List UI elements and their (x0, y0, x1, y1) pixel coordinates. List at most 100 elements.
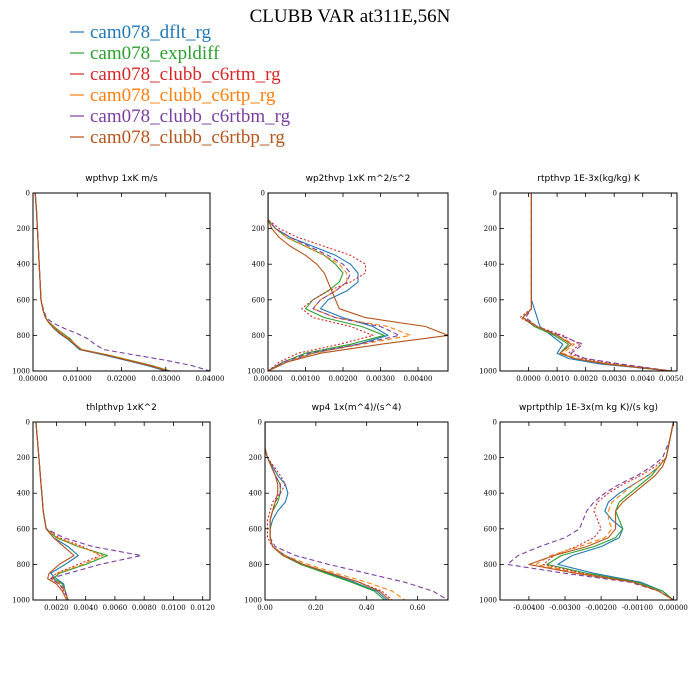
chart-panel: thlpthvp 1xK^2 0 200 400 600 800 1000 0.0020 0.0… (12, 403, 215, 612)
panel-title: wpthvp 1xK m/s (85, 174, 158, 184)
y-tick-label: 0 (258, 419, 262, 427)
x-tick-label: 0.40 (359, 604, 375, 612)
y-tick-label: 1000 (479, 597, 497, 605)
legend-label: cam078_clubb_c6rtm_rg (90, 64, 281, 85)
y-tick-label: 0 (26, 419, 30, 427)
chart-panel: rtpthvp 1E-3x(kg/kg) K 0 200 400 600 800 1000 0… (479, 174, 683, 383)
x-tick-label: 0.20 (308, 604, 324, 612)
series-line-cam078_expldiff (268, 193, 385, 371)
series-line-cam078_clubb_c6rtbm_rg (265, 422, 448, 600)
series-line-cam078_clubb_c6rtbp_rg (265, 422, 390, 600)
x-tick-label: 0.0030 (602, 375, 627, 383)
y-tick-label: 800 (484, 332, 497, 340)
y-tick-label: 800 (252, 332, 265, 340)
plot-frame (32, 192, 211, 372)
series-line-cam078_dflt_rg (34, 193, 166, 371)
series-line-cam078_clubb_c6rtp_rg (265, 422, 406, 600)
y-tick-label: 200 (17, 225, 30, 233)
y-tick-label: 1000 (479, 368, 497, 376)
x-tick-label: 0.00 (257, 604, 273, 612)
x-tick-label: 0.0000 (516, 375, 541, 383)
series-line-cam078_expldiff (522, 193, 672, 371)
x-tick-label: 0.00000 (659, 604, 688, 612)
series-line-cam078_clubb_c6rtbm_rg (34, 193, 210, 371)
y-tick-label: 1000 (12, 368, 30, 376)
y-tick-label: 800 (17, 332, 30, 340)
x-tick-label: 0.02000 (107, 375, 136, 383)
x-tick-label: 0.00000 (254, 375, 283, 383)
plot-frame (267, 192, 449, 372)
series-line-cam078_dflt_rg (530, 193, 672, 371)
legend: cam078_dflt_rgcam078_expldiffcam078_club… (70, 22, 291, 148)
series-line-cam078_clubb_c6rtbm_rg (525, 193, 672, 371)
y-tick-label: 200 (249, 454, 262, 462)
panel-title: rtpthvp 1E-3x(kg/kg) K (537, 174, 641, 184)
x-tick-label: -0.00300 (549, 604, 580, 612)
y-tick-label: 1000 (247, 368, 265, 376)
x-tick-label: 0.0010 (545, 375, 570, 383)
y-tick-label: 800 (484, 561, 497, 569)
panel-title: thlpthvp 1xK^2 (86, 403, 157, 413)
x-tick-label: -0.00400 (513, 604, 544, 612)
x-tick-label: 0.0040 (73, 604, 98, 612)
series-line-cam078_clubb_c6rtp_rg (268, 193, 412, 371)
y-tick-label: 0 (493, 419, 497, 427)
x-tick-label: 0.0050 (659, 375, 684, 383)
series-line-cam078_clubb_c6rtm_rg (265, 422, 393, 600)
series-line-cam078_clubb_c6rtm_rg (542, 422, 674, 600)
series-line-cam078_clubb_c6rtbm_rg (268, 193, 400, 371)
x-tick-label: 0.03000 (151, 375, 180, 383)
series-line-cam078_clubb_c6rtbm_rg (35, 422, 142, 600)
legend-label: cam078_clubb_c6rtbp_rg (90, 127, 285, 148)
x-tick-label: -0.00200 (585, 604, 616, 612)
x-tick-label: 0.0040 (630, 375, 655, 383)
y-tick-label: 0 (493, 190, 497, 198)
plot-frame (32, 421, 211, 601)
series-line-cam078_expldiff (34, 193, 171, 371)
y-tick-label: 0 (26, 190, 30, 198)
x-tick-label: 0.00300 (366, 375, 395, 383)
legend-label: cam078_clubb_c6rtp_rg (90, 85, 276, 106)
plot-frame (264, 421, 449, 601)
series-line-cam078_clubb_c6rtbp_rg (35, 422, 75, 600)
series-line-cam078_clubb_c6rtbm_rg (506, 422, 674, 600)
y-tick-label: 800 (17, 561, 30, 569)
y-tick-label: 1000 (244, 597, 262, 605)
x-tick-label: 0.01000 (63, 375, 92, 383)
y-tick-label: 200 (252, 225, 265, 233)
y-tick-label: 0 (261, 190, 265, 198)
x-tick-label: 0.00400 (404, 375, 433, 383)
x-tick-label: 0.0020 (44, 604, 69, 612)
x-tick-label: -0.00100 (622, 604, 653, 612)
chart-panel: wprtpthlp 1E-3x(m kg K)/(s kg) 0 200 400 600… (479, 403, 688, 612)
y-tick-label: 400 (17, 261, 30, 269)
x-tick-label: 0.00200 (329, 375, 358, 383)
y-tick-label: 400 (484, 261, 497, 269)
y-tick-label: 800 (249, 561, 262, 569)
panel-title: wp4 1x(m^4)/(s^4) (312, 403, 402, 413)
series-line-cam078_expldiff (546, 422, 674, 600)
y-tick-label: 600 (17, 296, 30, 304)
y-tick-label: 200 (17, 454, 30, 462)
legend-label: cam078_clubb_c6rtbm_rg (90, 106, 291, 127)
series-line-cam078_clubb_c6rtbp_rg (528, 422, 674, 600)
y-tick-label: 600 (17, 525, 30, 533)
panel-title: wp2thvp 1xK m^2/s^2 (306, 174, 411, 184)
y-tick-label: 200 (484, 225, 497, 233)
series-line-cam078_clubb_c6rtm_rg (34, 193, 169, 371)
x-tick-label: 0.0060 (103, 604, 128, 612)
x-tick-label: 0.04000 (196, 375, 225, 383)
series-line-cam078_clubb_c6rtbp_rg (268, 193, 448, 371)
panel-title: wprtpthlp 1E-3x(m kg K)/(s kg) (519, 403, 658, 413)
y-tick-label: 400 (17, 490, 30, 498)
series-line-cam078_clubb_c6rtm_rg (519, 193, 672, 371)
series-line-cam078_clubb_c6rtbp_rg (34, 193, 169, 371)
series-line-cam078_dflt_rg (265, 422, 388, 600)
plot-frame (499, 421, 678, 601)
y-tick-label: 1000 (12, 597, 30, 605)
plot-frame (499, 192, 678, 372)
series-line-cam078_clubb_c6rtp_rg (34, 193, 171, 371)
